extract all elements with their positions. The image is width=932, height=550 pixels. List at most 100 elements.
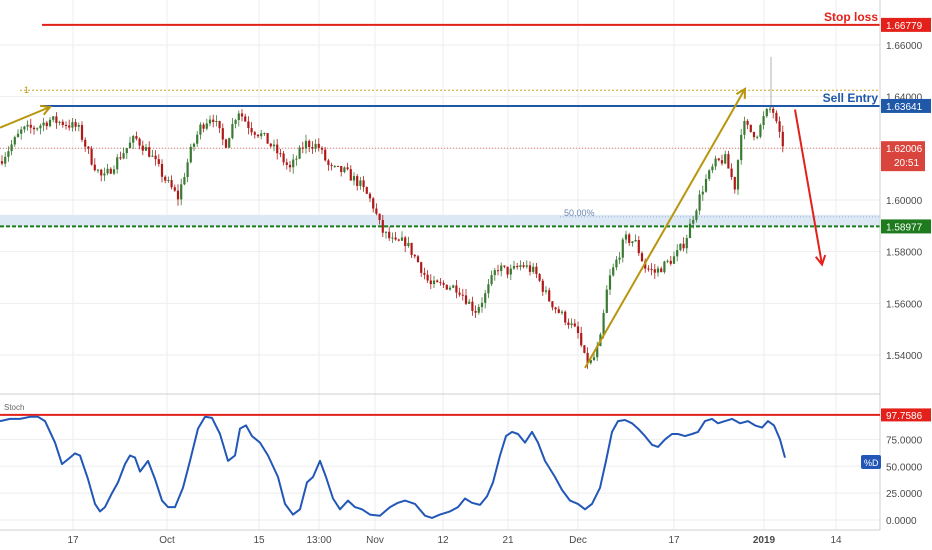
time-tick-label: 2019: [753, 535, 776, 546]
candle: [477, 304, 480, 315]
candle: [480, 297, 484, 313]
stoch-d-line: [0, 415, 786, 519]
candle: [0, 155, 4, 166]
candle: [474, 305, 477, 318]
candle: [778, 116, 781, 138]
candle: [176, 184, 180, 206]
candle: [61, 119, 64, 128]
arrow: [794, 109, 827, 267]
candle: [746, 119, 749, 130]
candle: [244, 113, 247, 122]
candle: [704, 174, 708, 193]
candle: [215, 115, 218, 127]
candle: [224, 138, 228, 149]
candle: [253, 130, 256, 139]
stoch-d-label: %D: [864, 458, 879, 468]
candle: [541, 278, 544, 296]
time-tick-label: 15: [253, 535, 265, 546]
candle: [173, 184, 176, 192]
candle: [282, 150, 285, 166]
candle: [685, 234, 688, 254]
candle: [260, 129, 263, 140]
candle: [263, 132, 266, 137]
candle: [544, 286, 548, 295]
arrow: [0, 104, 52, 129]
candle: [714, 155, 717, 171]
candle: [160, 159, 164, 183]
candle: [752, 131, 756, 141]
candle: [42, 117, 45, 132]
candle: [768, 106, 772, 113]
candle: [340, 165, 343, 177]
candle: [157, 154, 160, 167]
candle: [192, 142, 196, 152]
candle: [77, 122, 80, 132]
candle: [528, 261, 532, 276]
candle: [487, 278, 490, 299]
candle: [180, 178, 183, 206]
candle: [372, 196, 375, 213]
sell-entry-label: Sell Entry: [823, 91, 879, 105]
candle: [682, 237, 685, 252]
candle: [676, 244, 679, 262]
stoch-tick-label: 50.0000: [886, 462, 923, 473]
candle: [560, 309, 564, 315]
candle: [199, 122, 202, 140]
fibonacci-50-label: 50.00%: [564, 208, 595, 218]
candle: [148, 141, 151, 158]
candle: [96, 168, 100, 174]
current-price-badge: [881, 141, 925, 172]
candle: [506, 266, 509, 279]
candle: [448, 285, 452, 291]
candle: [384, 231, 388, 239]
candle: [205, 118, 208, 131]
stoch-tick-label: 75.0000: [886, 435, 923, 446]
candle: [112, 165, 116, 176]
candle: [7, 146, 10, 162]
candle: [535, 263, 538, 279]
candle: [55, 112, 58, 129]
candle: [164, 175, 167, 184]
candle: [64, 121, 68, 130]
candle: [672, 251, 676, 264]
candle: [471, 296, 474, 316]
candle: [394, 232, 397, 241]
candle: [749, 124, 752, 133]
candle: [141, 140, 144, 156]
candle: [509, 264, 512, 281]
time-tick-label: 13:00: [306, 535, 331, 546]
price-tick-label: 1.54000: [886, 351, 923, 362]
candle: [538, 273, 541, 283]
candle: [644, 258, 647, 273]
candle: [378, 213, 381, 225]
candle: [154, 150, 157, 166]
candle: [333, 165, 336, 168]
candle: [336, 165, 340, 167]
trend-arrows: [0, 87, 827, 369]
candle: [292, 154, 295, 174]
candle: [631, 241, 634, 247]
candle: [605, 285, 608, 314]
candle: [119, 151, 122, 160]
candle: [608, 269, 612, 296]
candle: [455, 280, 458, 299]
candle: [250, 122, 253, 136]
candle: [116, 154, 119, 174]
candle: [314, 139, 317, 153]
stoch-tick-label: 0.0000: [886, 516, 917, 527]
candle: [343, 166, 346, 174]
candle: [151, 149, 154, 157]
candle: [701, 185, 704, 201]
candle: [640, 251, 644, 262]
candle: [330, 162, 333, 171]
candle: [410, 242, 413, 258]
candle: [711, 163, 714, 174]
candle: [221, 123, 224, 146]
bar-countdown-timer: 20:51: [894, 158, 919, 169]
candle: [615, 255, 618, 271]
candle: [519, 260, 522, 271]
arrow: [584, 87, 747, 369]
candle: [365, 186, 368, 195]
candle: [548, 287, 551, 303]
